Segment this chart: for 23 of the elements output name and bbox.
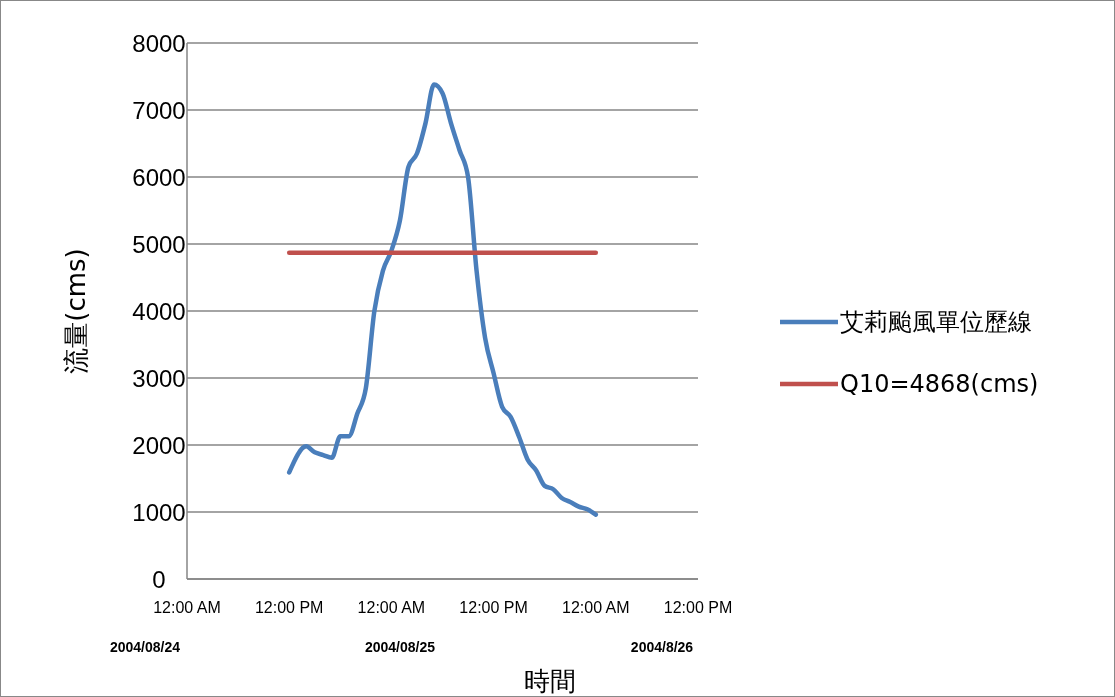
x-axis-title: 時間 xyxy=(524,666,576,696)
y-tick-label: 2000 xyxy=(132,431,186,459)
y-tick-label: 1000 xyxy=(132,498,186,526)
y-tick-label: 5000 xyxy=(132,230,186,258)
y-tick-label: 4000 xyxy=(132,297,186,325)
x-tick-label: 12:00 AM xyxy=(357,599,426,616)
line-series xyxy=(286,82,599,517)
x-tick-label: 12:00 AM xyxy=(153,599,221,616)
text: 2004/08/24 xyxy=(109,639,181,655)
y-tick-label: 7000 xyxy=(132,96,186,124)
legend-label: 艾莉颱風單位歷線 xyxy=(840,308,1032,336)
x-tick-label: 12:00 PM xyxy=(254,599,324,616)
text: 2004/08/25 xyxy=(364,639,436,655)
y-tick-label: 0 xyxy=(152,565,166,593)
y-tick-label: 3000 xyxy=(132,364,186,392)
x-tick-label: 12:00 PM xyxy=(663,599,733,616)
y-axis-title: 流量(cms) xyxy=(61,248,91,374)
y-tick-label: 8000 xyxy=(132,29,186,57)
x-tick-label: 12:00 AM xyxy=(562,599,630,616)
legend-label: Q10=4868(cms) xyxy=(840,370,1039,398)
text: 2004/8/26 xyxy=(630,639,694,655)
y-tick-label: 6000 xyxy=(132,163,186,191)
x-tick-label: 12:00 PM xyxy=(459,599,528,616)
